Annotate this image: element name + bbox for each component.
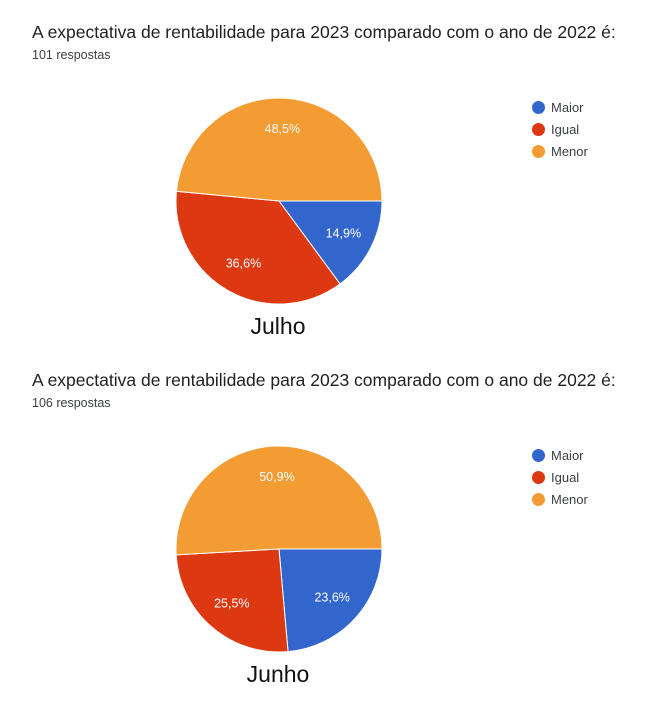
pie-slice-label: 48,5% (265, 122, 300, 136)
pie-slice-label: 14,9% (326, 227, 361, 241)
legend-item-menor[interactable]: Menor (532, 488, 588, 510)
chart-caption: Julho (250, 313, 306, 339)
legend-item-igual[interactable]: Igual (532, 466, 588, 488)
chart-panel-julho: A expectativa de rentabilidade para 2023… (0, 0, 663, 350)
chart-legend: Maior Igual Menor (532, 444, 588, 510)
legend-swatch-icon (532, 100, 545, 114)
legend-item-maior[interactable]: Maior (532, 96, 588, 118)
pie-slice-label: 50,9% (259, 470, 294, 484)
legend-label: Maior (551, 447, 584, 463)
legend-label: Igual (551, 121, 580, 137)
legend-item-menor[interactable]: Menor (532, 140, 588, 162)
chart-legend: Maior Igual Menor (532, 96, 588, 162)
pie-slice-igual[interactable] (175, 190, 341, 305)
legend-swatch-icon (532, 492, 545, 506)
chart-panel-junho: A expectativa de rentabilidade para 2023… (0, 348, 663, 698)
legend-label: Menor (551, 143, 588, 159)
legend-label: Maior (551, 99, 584, 115)
response-count: 101 respostas (32, 48, 111, 62)
legend-swatch-icon (532, 144, 545, 158)
pie-slice-label: 23,6% (314, 591, 349, 605)
legend-label: Igual (551, 469, 580, 485)
legend-swatch-icon (532, 122, 545, 136)
pie-slice-label: 36,6% (226, 257, 261, 271)
legend-swatch-icon (532, 470, 545, 484)
pie-slice-label: 25,5% (214, 597, 249, 611)
legend-item-igual[interactable]: Igual (532, 118, 588, 140)
pie-slice-maior[interactable] (278, 548, 383, 653)
legend-label: Menor (551, 491, 588, 507)
pie-chart: 23,6% 25,5% 50,9% (175, 445, 383, 653)
chart-caption: Junho (246, 661, 310, 687)
legend-item-maior[interactable]: Maior (532, 444, 588, 466)
pie-slice-menor[interactable] (175, 445, 383, 556)
pie-chart: 14,9% 36,6% 48,5% (175, 97, 383, 305)
pie-slice-menor[interactable] (175, 97, 383, 202)
pie-slice-igual[interactable] (175, 548, 289, 653)
chart-title: A expectativa de rentabilidade para 2023… (32, 22, 616, 42)
legend-swatch-icon (532, 448, 545, 462)
pie-slice-maior[interactable] (278, 200, 383, 285)
response-count: 106 respostas (32, 396, 111, 410)
chart-title: A expectativa de rentabilidade para 2023… (32, 370, 616, 390)
